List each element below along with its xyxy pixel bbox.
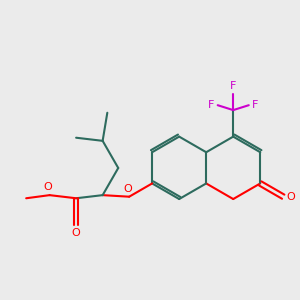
Text: F: F bbox=[252, 100, 258, 110]
Text: O: O bbox=[123, 184, 132, 194]
Text: F: F bbox=[230, 81, 236, 91]
Text: O: O bbox=[72, 228, 80, 239]
Text: O: O bbox=[44, 182, 52, 192]
Text: F: F bbox=[208, 100, 215, 110]
Text: O: O bbox=[287, 192, 296, 202]
